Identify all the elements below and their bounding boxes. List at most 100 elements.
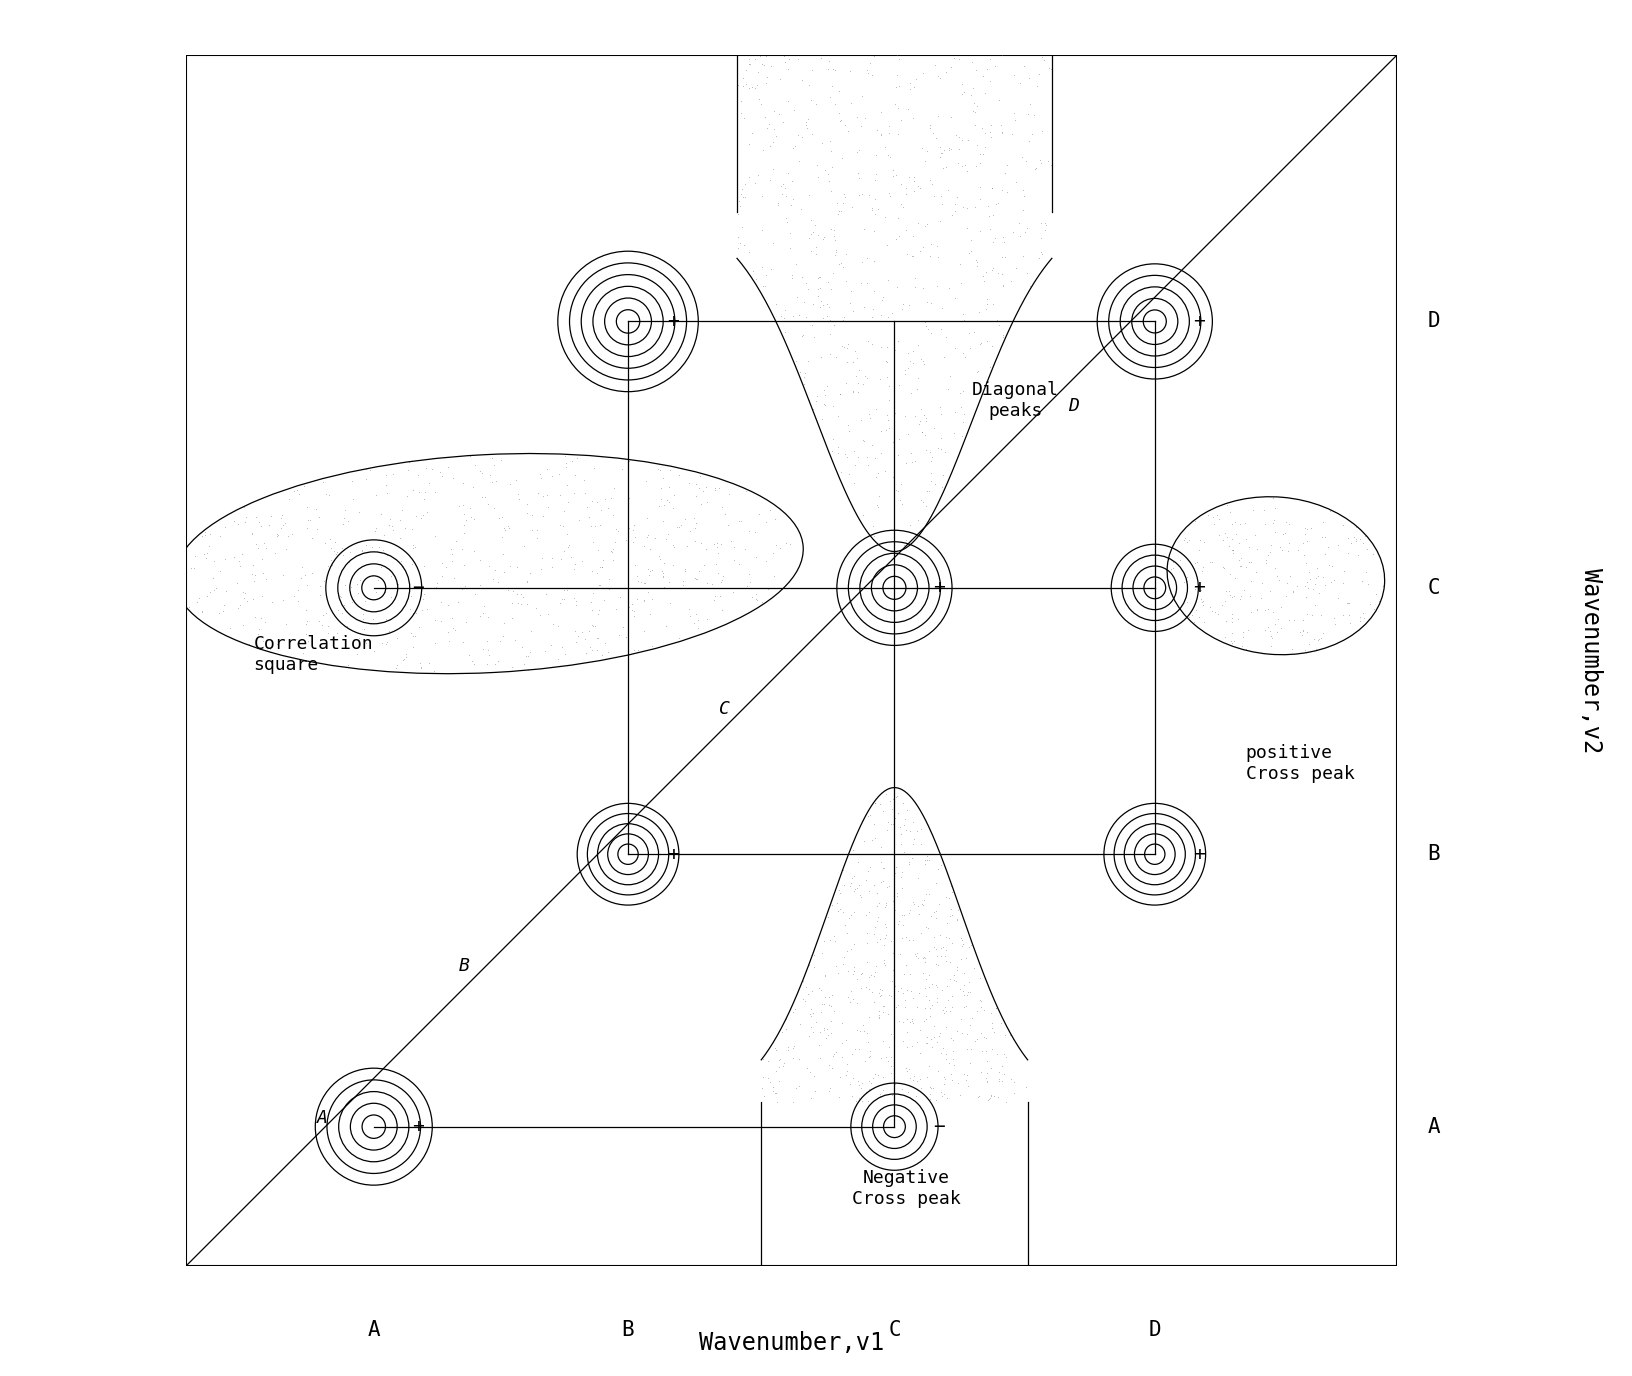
Point	[1217, 563, 1244, 585]
Point	[1190, 590, 1216, 612]
Point	[397, 597, 423, 619]
Point	[596, 641, 622, 663]
Point	[798, 59, 824, 81]
Point	[553, 451, 579, 473]
Point	[803, 242, 829, 264]
Point	[684, 616, 710, 638]
Point	[854, 933, 880, 955]
Point	[868, 124, 894, 146]
Point	[849, 510, 875, 533]
Point	[592, 632, 619, 654]
Point	[276, 488, 302, 510]
Point	[924, 954, 950, 976]
Point	[362, 582, 388, 604]
Point	[790, 292, 816, 314]
Point	[878, 1054, 904, 1076]
Point	[586, 599, 612, 621]
Point	[854, 59, 880, 81]
Point	[516, 641, 542, 663]
Point	[978, 1087, 1004, 1109]
Point	[576, 505, 602, 527]
Point	[792, 989, 818, 1011]
Text: A: A	[317, 1109, 328, 1127]
Point	[965, 1000, 991, 1022]
Point	[798, 241, 824, 263]
Point	[831, 336, 857, 358]
Point	[793, 976, 819, 998]
Point	[876, 984, 902, 1006]
Point	[821, 1043, 847, 1065]
Point	[552, 579, 578, 601]
Point	[790, 970, 816, 992]
Point	[811, 930, 837, 952]
Point	[511, 535, 537, 557]
Point	[831, 874, 857, 896]
Point	[951, 345, 978, 367]
Point	[929, 193, 955, 215]
Point	[831, 945, 857, 967]
Point	[868, 289, 894, 311]
Point	[842, 933, 868, 955]
Point	[165, 575, 191, 597]
Point	[767, 1047, 793, 1069]
Point	[286, 579, 312, 601]
Point	[698, 574, 725, 596]
Point	[858, 65, 885, 87]
Point	[831, 256, 857, 278]
Point	[1232, 638, 1258, 660]
Point	[989, 275, 1015, 297]
Point	[855, 330, 881, 352]
Point	[269, 504, 295, 526]
Point	[589, 556, 615, 578]
Point	[1289, 625, 1315, 647]
Point	[535, 497, 561, 519]
Point	[1227, 585, 1253, 607]
Point	[1002, 109, 1028, 131]
Text: +: +	[1193, 312, 1206, 332]
Point	[929, 476, 955, 498]
Point	[920, 122, 947, 144]
Point	[883, 228, 909, 250]
Text: D: D	[1149, 1321, 1160, 1340]
Point	[765, 1049, 792, 1071]
Point	[579, 614, 605, 636]
Point	[504, 483, 530, 505]
Point	[1262, 557, 1288, 579]
Point	[1185, 574, 1211, 596]
Point	[829, 1013, 855, 1035]
Point	[400, 479, 426, 501]
Point	[304, 519, 330, 541]
Point	[774, 1018, 800, 1040]
Point	[1294, 577, 1320, 599]
Point	[955, 216, 981, 238]
Point	[361, 588, 387, 610]
Point	[323, 622, 349, 644]
Point	[898, 442, 924, 464]
Point	[782, 1035, 808, 1057]
Point	[845, 1073, 871, 1095]
Point	[974, 330, 1000, 352]
Point	[1291, 641, 1317, 663]
Point	[1007, 72, 1033, 94]
Point	[1302, 594, 1328, 616]
Point	[795, 350, 821, 372]
Point	[413, 457, 439, 479]
Point	[899, 245, 925, 267]
Point	[759, 158, 785, 180]
Point	[1317, 571, 1343, 593]
Point	[749, 1065, 775, 1087]
Point	[1175, 531, 1201, 553]
Point	[880, 1084, 906, 1106]
Point	[982, 193, 1009, 215]
Point	[550, 516, 576, 538]
Point	[798, 209, 824, 231]
Point	[932, 945, 958, 967]
Point	[814, 293, 840, 315]
Point	[372, 608, 398, 630]
Point	[245, 623, 271, 645]
Point	[555, 523, 581, 545]
Point	[886, 943, 912, 965]
Point	[917, 820, 943, 842]
Point	[979, 257, 1005, 279]
Point	[780, 1047, 806, 1069]
